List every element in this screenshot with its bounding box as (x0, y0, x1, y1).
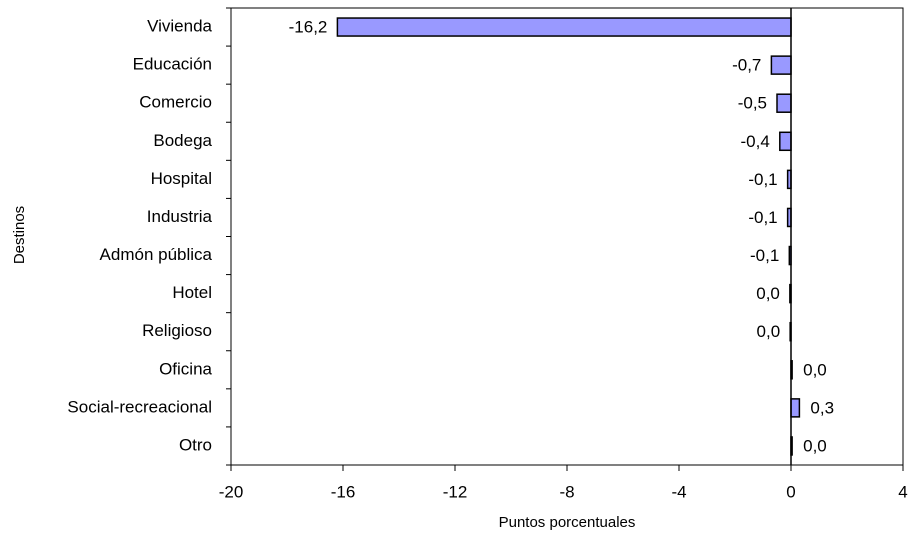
x-tick-label: -4 (671, 482, 686, 501)
x-tick-label: -20 (219, 482, 244, 501)
y-tick-label: Religioso (142, 321, 212, 340)
x-tick-label: 4 (898, 482, 907, 501)
bar (790, 398, 801, 418)
y-tick-label: Social-recreacional (67, 397, 212, 416)
value-label: 0,3 (810, 398, 834, 417)
y-tick-label: Hospital (151, 169, 212, 188)
x-tick-label: -12 (443, 482, 468, 501)
y-tick-label: Educación (133, 55, 212, 74)
y-tick-label: Vivienda (147, 17, 212, 36)
x-tick-label: -16 (331, 482, 356, 501)
value-label: -0,7 (732, 56, 761, 75)
x-tick-label: 0 (786, 482, 795, 501)
y-tick-label: Comercio (139, 93, 212, 112)
y-axis-title: Destinos (11, 206, 28, 264)
value-label: 0,0 (756, 284, 780, 303)
x-axis-title: Puntos porcentuales (499, 514, 636, 531)
plot-frame (230, 7, 904, 466)
x-tick-label: -8 (559, 482, 574, 501)
bar (770, 55, 792, 75)
bar (336, 17, 792, 37)
value-label: -0,1 (750, 246, 779, 265)
value-label: 0,0 (803, 360, 827, 379)
y-tick-label: Otro (179, 435, 212, 454)
bar (779, 131, 792, 152)
value-label: -0,1 (748, 208, 777, 227)
value-label: -0,5 (738, 94, 767, 113)
bar (776, 93, 792, 113)
value-label: 0,0 (757, 322, 781, 341)
value-label: 0,0 (803, 436, 827, 455)
y-tick-label: Hotel (172, 283, 212, 302)
value-label: -16,2 (289, 18, 328, 37)
y-tick-label: Oficina (159, 359, 212, 378)
value-label: -0,1 (748, 170, 777, 189)
y-tick-label: Admón pública (100, 245, 213, 264)
y-tick-label: Bodega (153, 131, 212, 150)
y-tick-label: Industria (147, 207, 213, 226)
value-label: -0,4 (741, 132, 770, 151)
